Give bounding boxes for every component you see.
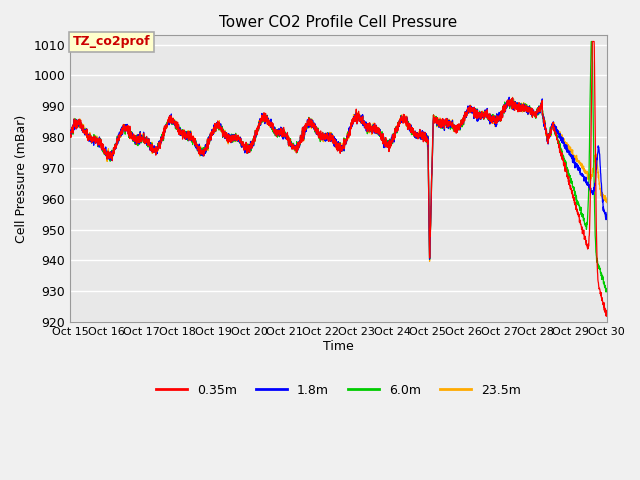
Text: TZ_co2prof: TZ_co2prof [73,36,150,48]
X-axis label: Time: Time [323,340,354,353]
Legend: 0.35m, 1.8m, 6.0m, 23.5m: 0.35m, 1.8m, 6.0m, 23.5m [151,379,526,402]
Y-axis label: Cell Pressure (mBar): Cell Pressure (mBar) [15,115,28,243]
Title: Tower CO2 Profile Cell Pressure: Tower CO2 Profile Cell Pressure [220,15,458,30]
